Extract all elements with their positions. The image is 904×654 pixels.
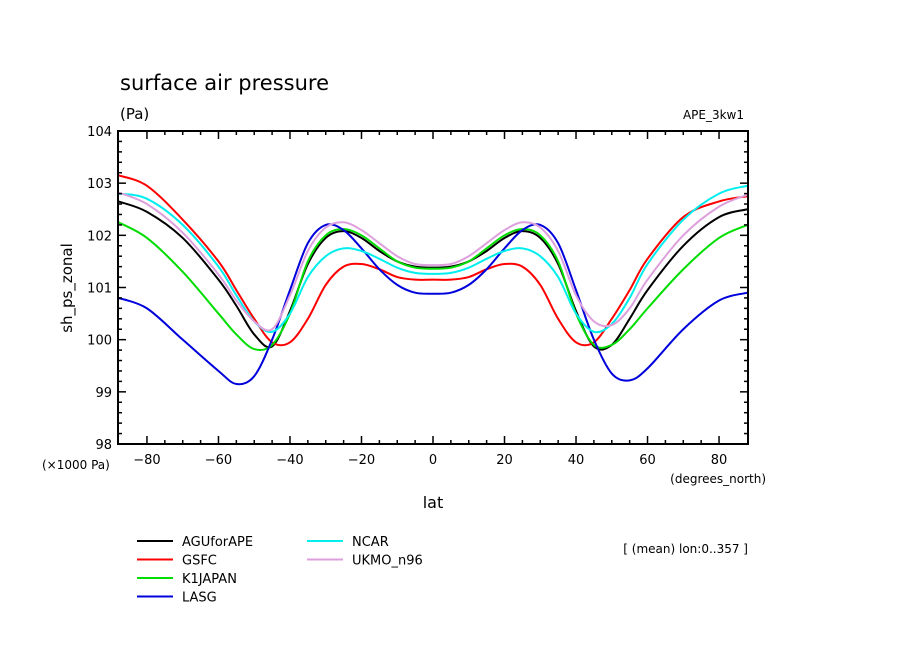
y-tick-label: 98 [95,438,112,453]
x-tick-label: 80 [711,453,728,468]
legend-label: LASG [182,591,217,606]
y-tick-labels: 98 99 100 101 102 103 104 [87,125,112,453]
y-tick-label: 100 [87,334,112,349]
x-tick-label: −20 [348,453,375,468]
x-tick-labels: −80 −60 −40 −20 0 20 40 60 80 [133,453,727,468]
x-tick-label: 0 [429,453,437,468]
series-line-ukmo_n96 [117,191,749,332]
x-tick-label: −40 [276,453,303,468]
legend: AGUforAPE GSFC K1JAPAN LASG NCAR UKMO_n96 [137,535,423,606]
chart-title: surface air pressure [120,71,329,95]
x-units-label: (degrees_north) [670,472,766,486]
y-scale-label: (×1000 Pa) [42,458,110,472]
x-tick-label: −60 [205,453,232,468]
y-tick-label: 103 [87,177,112,192]
x-tick-label: 20 [496,453,513,468]
legend-label: GSFC [182,554,217,569]
series-line-aguforape [118,200,748,351]
averaging-note: [ (mean) lon:0..357 ] [623,542,748,556]
y-axis-label: sh_ps_zonal [58,243,77,333]
legend-label: NCAR [352,535,389,550]
axis-ticks [118,130,748,445]
plot-frame [117,130,749,445]
x-axis-label: lat [423,493,444,512]
series-line-gsfc [118,174,748,347]
chart-units: (Pa) [120,105,149,123]
y-tick-label: 101 [87,282,112,297]
x-tick-label: 60 [639,453,656,468]
x-tick-label: 40 [568,453,585,468]
series-group [117,174,749,386]
series-line-ncar [118,184,748,334]
y-tick-label: 104 [87,125,112,140]
series-line-k1japan [117,221,749,352]
experiment-label: APE_3kw1 [683,108,744,122]
legend-label: AGUforAPE [182,535,253,550]
y-tick-label: 99 [95,386,112,401]
x-tick-label: −80 [133,453,160,468]
series-line-lasg [118,223,748,386]
legend-label: K1JAPAN [182,572,237,587]
legend-label: UKMO_n96 [352,554,423,569]
y-tick-label: 102 [87,229,112,244]
